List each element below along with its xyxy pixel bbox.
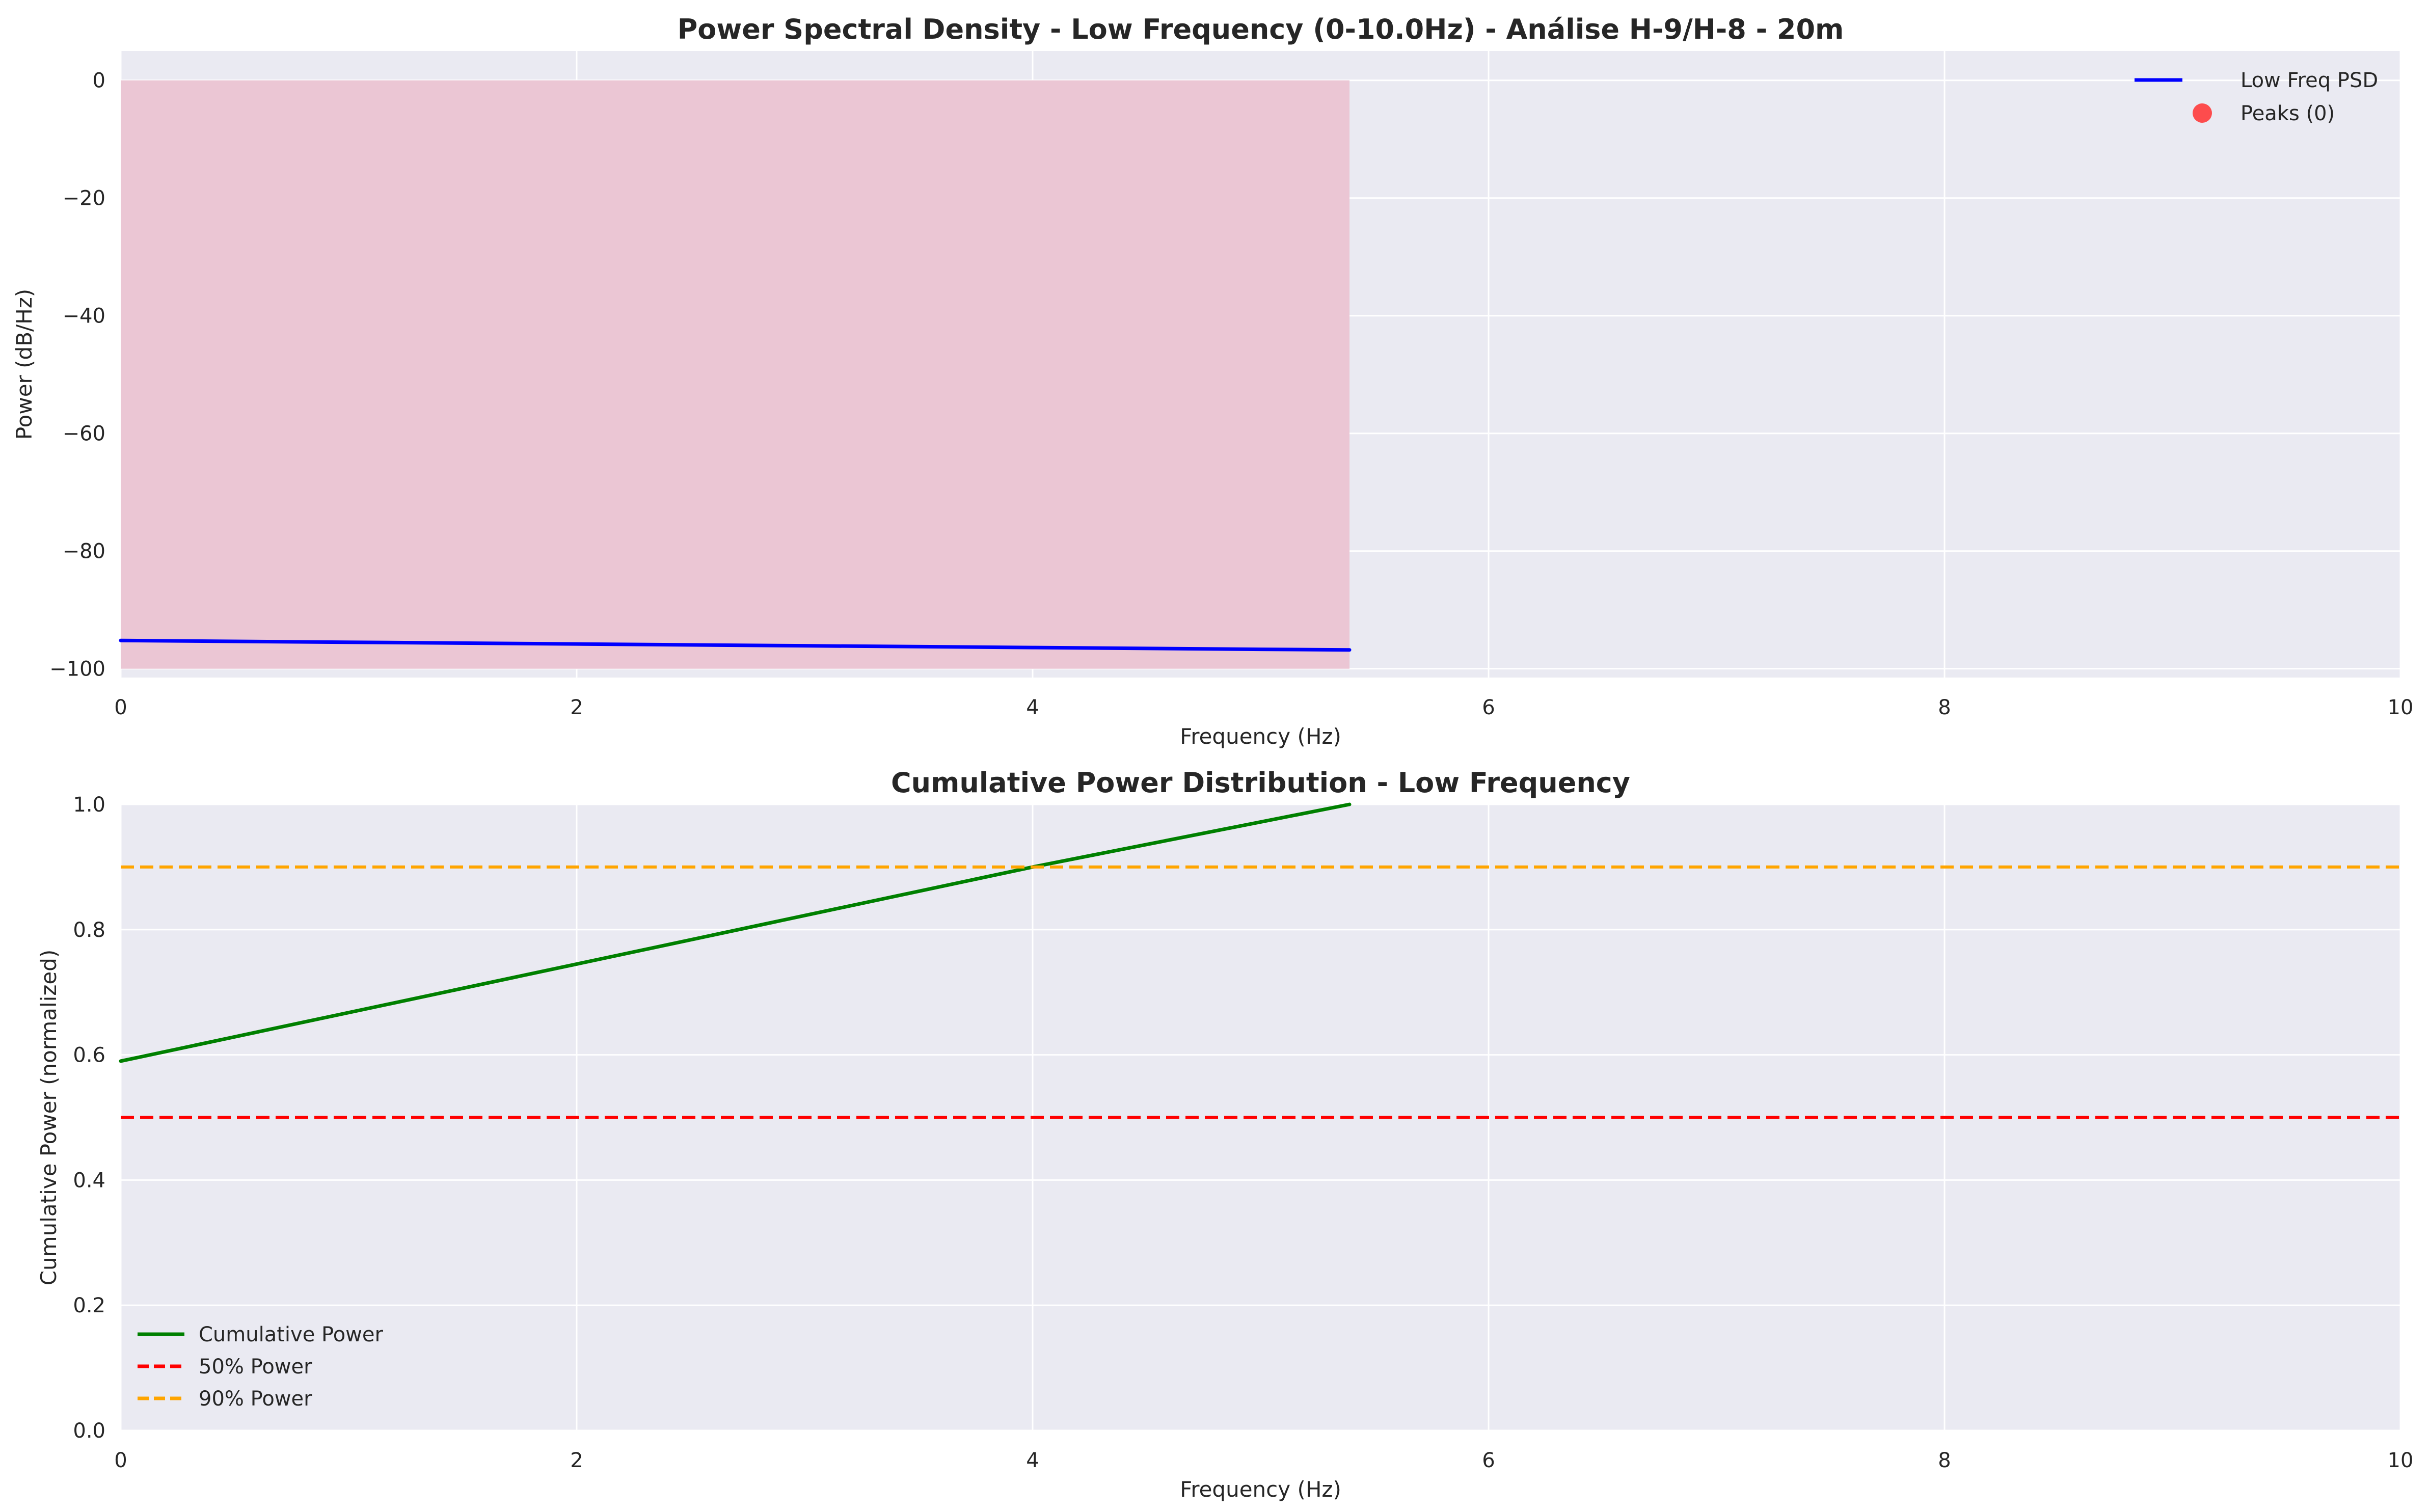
psd-x-axis-label: Frequency (Hz) xyxy=(1180,724,1341,749)
x-tick-label: 10 xyxy=(2388,1449,2414,1472)
y-tick-label: −100 xyxy=(49,658,105,681)
legend-label-low-freq-psd: Low Freq PSD xyxy=(2240,69,2378,92)
cumulative-ticks: 0 2 4 6 8 10 0.0 0.2 0.4 0.6 0.8 1.0 xyxy=(73,793,2413,1472)
cumulative-panel: 0 2 4 6 8 10 0.0 0.2 0.4 0.6 0.8 1.0 Cumulative Pow… xyxy=(36,767,2413,1502)
series-line-low-freq-psd xyxy=(119,638,1352,652)
x-tick-label: 10 xyxy=(2388,696,2414,719)
cumulative-marks xyxy=(119,802,2400,1119)
legend-label-peaks: Peaks (0) xyxy=(2240,102,2335,125)
x-tick-label: 8 xyxy=(1938,1449,1951,1472)
x-tick-label: 6 xyxy=(1482,1449,1495,1472)
cumulative-legend: Cumulative Power 50% Power 90% Power xyxy=(138,1323,384,1411)
cumulative-x-axis-label: Frequency (Hz) xyxy=(1180,1477,1341,1502)
y-tick-label: −20 xyxy=(63,187,105,210)
y-tick-label: 1.0 xyxy=(73,793,105,817)
legend-label-50-power: 50% Power xyxy=(199,1355,312,1379)
series-line-cumulative-power xyxy=(119,802,1352,1063)
legend-swatch-peaks xyxy=(2193,103,2212,123)
y-tick-label: 0.0 xyxy=(73,1419,105,1443)
y-tick-label: −80 xyxy=(63,540,105,563)
x-tick-label: 4 xyxy=(1026,1449,1039,1472)
x-tick-label: 0 xyxy=(114,696,127,719)
y-tick-label: 0.4 xyxy=(73,1169,105,1192)
y-tick-label: 0.8 xyxy=(73,919,105,942)
legend-label-90-power: 90% Power xyxy=(199,1387,312,1411)
x-tick-label: 0 xyxy=(114,1449,127,1472)
psd-y-axis-label: Power (dB/Hz) xyxy=(12,289,37,440)
y-tick-label: −60 xyxy=(63,422,105,446)
shaded-region xyxy=(121,80,1350,669)
cumulative-title: Cumulative Power Distribution - Low Freq… xyxy=(891,767,1630,799)
cumulative-y-axis-label: Cumulative Power (normalized) xyxy=(36,950,61,1286)
y-tick-label: 0.2 xyxy=(73,1294,105,1317)
psd-ticks: 0 2 4 6 8 10 0 −20 −40 −60 −80 −100 xyxy=(49,69,2413,719)
y-tick-label: 0.6 xyxy=(73,1044,105,1067)
legend-label-cumulative-power: Cumulative Power xyxy=(199,1323,384,1346)
x-tick-label: 2 xyxy=(570,696,583,719)
y-tick-label: −40 xyxy=(63,305,105,328)
x-tick-label: 2 xyxy=(570,1449,583,1472)
psd-legend: Low Freq PSD Peaks (0) xyxy=(2135,69,2378,125)
psd-marks xyxy=(119,80,1352,669)
psd-title: Power Spectral Density - Low Frequency (… xyxy=(678,13,1844,45)
psd-panel: 0 2 4 6 8 10 0 −20 −40 −60 −80 −100 Power Spectral … xyxy=(12,13,2413,749)
x-tick-label: 8 xyxy=(1938,696,1951,719)
x-tick-label: 4 xyxy=(1026,696,1039,719)
y-tick-label: 0 xyxy=(93,69,105,93)
x-tick-label: 6 xyxy=(1482,696,1495,719)
